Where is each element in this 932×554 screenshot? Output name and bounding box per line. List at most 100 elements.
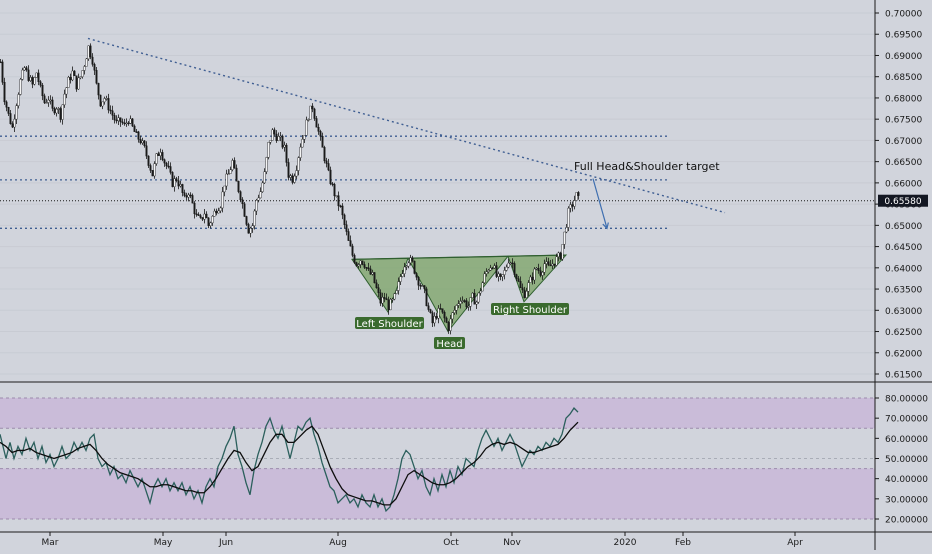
candle-body xyxy=(465,300,468,308)
candle-body xyxy=(535,268,538,270)
candle-body xyxy=(333,184,336,197)
candle-body xyxy=(437,308,440,319)
candle-body xyxy=(521,287,524,291)
candle-body xyxy=(25,67,28,71)
candle-body xyxy=(575,192,578,201)
candle-body xyxy=(247,224,250,234)
candle-body xyxy=(501,274,504,277)
candle-body xyxy=(65,87,68,95)
candle-body xyxy=(159,152,162,156)
candle-body xyxy=(463,300,466,302)
candle-body xyxy=(273,129,276,135)
candle-body xyxy=(557,252,560,258)
candle-body xyxy=(75,75,78,90)
candle-body xyxy=(419,285,422,287)
candle-body xyxy=(559,252,562,260)
candle-body xyxy=(1,61,4,83)
candle-body xyxy=(193,202,196,215)
candle-body xyxy=(141,140,144,144)
candle-body xyxy=(359,260,362,265)
candle-body xyxy=(131,118,134,127)
candle-body xyxy=(199,215,202,218)
trend-line xyxy=(87,37,726,214)
candle-body xyxy=(485,271,488,275)
candle-body xyxy=(343,214,346,225)
candle-body xyxy=(129,118,132,124)
candle-body xyxy=(317,127,320,132)
candle-body xyxy=(11,123,14,128)
candle-body xyxy=(55,108,58,114)
candle-body xyxy=(381,297,384,304)
candle-body xyxy=(43,95,46,103)
target-projection xyxy=(592,178,609,230)
candle-body xyxy=(577,192,580,196)
oscillator-tick-label: 80.00000 xyxy=(885,395,928,405)
price-tick-label: 0.65000 xyxy=(885,222,922,232)
candle-body xyxy=(441,308,444,313)
candle-body xyxy=(59,108,62,120)
candle-body xyxy=(269,140,272,143)
candle-body xyxy=(283,144,286,148)
candle-body xyxy=(285,144,288,163)
candle-body xyxy=(197,214,200,216)
time-tick-label: Mar xyxy=(42,538,59,548)
candle-body xyxy=(127,122,130,125)
candle-body xyxy=(319,131,322,137)
price-tick-label: 0.67000 xyxy=(885,137,922,147)
candle-body xyxy=(525,291,528,298)
candle-body xyxy=(5,101,8,108)
candle-body xyxy=(353,255,356,263)
candle-body xyxy=(263,171,266,184)
svg-text:0.65580: 0.65580 xyxy=(884,197,921,207)
candle-body xyxy=(569,204,572,209)
candle-body xyxy=(177,180,180,187)
candle-body xyxy=(21,69,24,80)
candle-body xyxy=(255,199,258,212)
candle-body xyxy=(229,169,232,174)
candle-body xyxy=(279,135,282,138)
candle-body xyxy=(457,303,460,306)
candle-body xyxy=(105,98,108,100)
candle-body xyxy=(189,194,192,197)
candle-body xyxy=(523,289,526,298)
candle-body xyxy=(23,67,26,71)
candle-body xyxy=(67,77,70,88)
candle-body xyxy=(191,195,194,204)
head-label: Head xyxy=(434,337,465,350)
candle-body xyxy=(225,173,228,187)
candle-body xyxy=(503,270,506,275)
candle-body xyxy=(103,98,106,103)
candle-body xyxy=(287,162,290,178)
oscillator-tick-label: 70.00000 xyxy=(885,415,928,425)
oscillator-tick-label: 60.00000 xyxy=(885,435,928,445)
candle-body xyxy=(451,312,454,320)
candle-body xyxy=(493,265,496,269)
price-tick-label: 0.68000 xyxy=(885,94,922,104)
svg-text:Left Shoulder: Left Shoulder xyxy=(356,319,423,330)
right-shoulder-label: Right Shoulder xyxy=(491,303,569,316)
oscillator-tick-label: 40.00000 xyxy=(885,475,928,485)
candle-body xyxy=(505,266,508,271)
candle-body xyxy=(375,282,378,288)
candle-body xyxy=(145,145,148,157)
price-candles xyxy=(0,43,580,335)
candle-body xyxy=(271,129,274,141)
candle-body xyxy=(323,147,326,162)
time-tick-label: May xyxy=(154,538,173,548)
candle-body xyxy=(415,273,418,278)
time-tick-label: Aug xyxy=(329,538,347,548)
candle-body xyxy=(35,72,38,78)
candle-body xyxy=(157,153,160,156)
candle-body xyxy=(69,77,72,81)
candle-body xyxy=(63,93,66,106)
candle-body xyxy=(135,131,138,133)
candle-body xyxy=(9,113,12,124)
candle-body xyxy=(61,104,64,120)
candle-body xyxy=(433,316,436,324)
candle-body xyxy=(563,231,566,245)
candle-body xyxy=(211,216,214,224)
candle-body xyxy=(207,217,210,226)
svg-text:Right Shoulder: Right Shoulder xyxy=(493,305,568,316)
candle-body xyxy=(459,301,462,304)
candle-body xyxy=(515,274,518,279)
